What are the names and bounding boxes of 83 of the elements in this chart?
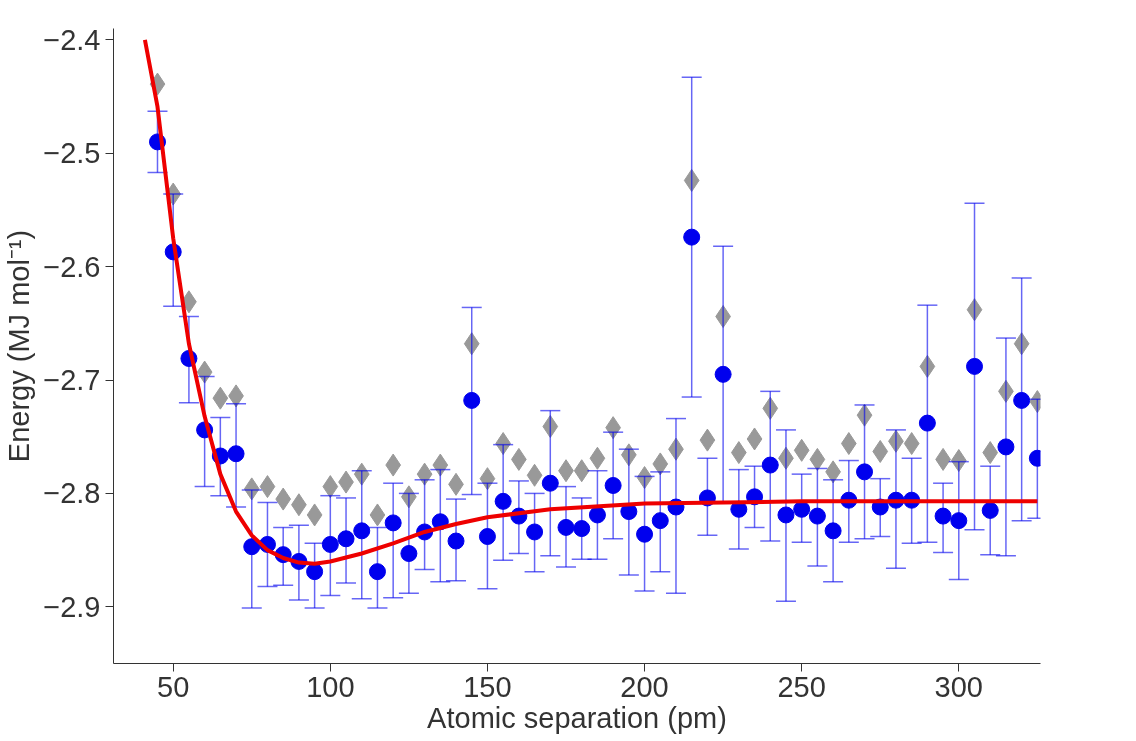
point (1013, 332, 1030, 356)
point (243, 477, 260, 501)
point (227, 445, 245, 463)
point (824, 522, 842, 540)
point (573, 520, 591, 538)
point (369, 503, 386, 527)
point (746, 427, 763, 451)
point (777, 506, 795, 524)
y-axis-title: Energy (MJ mol⁻¹) (3, 229, 36, 463)
point (589, 446, 606, 470)
point (997, 438, 1015, 456)
point (950, 449, 967, 473)
point (321, 535, 339, 553)
x-tick-label: 300 (934, 670, 983, 703)
point (243, 538, 261, 556)
point (872, 439, 889, 463)
y-tick-label: −2.4 (43, 23, 101, 56)
point (400, 545, 418, 562)
point (636, 466, 653, 490)
point (982, 441, 999, 465)
point (306, 503, 323, 527)
point (840, 432, 857, 456)
point (903, 432, 920, 456)
point (761, 456, 779, 474)
point (651, 512, 669, 530)
x-tick-label: 50 (157, 670, 190, 703)
point (526, 463, 543, 487)
point (808, 507, 826, 525)
point (463, 332, 480, 356)
point (636, 525, 654, 543)
point (762, 396, 779, 420)
point (494, 492, 512, 510)
point (432, 453, 449, 477)
point (809, 447, 826, 471)
point (934, 507, 952, 525)
point (322, 475, 339, 499)
point (478, 528, 496, 545)
point (966, 357, 984, 375)
point (463, 391, 481, 409)
x-tick-label: 200 (620, 670, 669, 703)
point (353, 522, 371, 540)
point (950, 512, 968, 530)
point (966, 298, 983, 322)
point (856, 403, 873, 427)
point (588, 506, 606, 524)
point (384, 514, 402, 532)
x-tick-label: 100 (306, 670, 355, 703)
point (683, 228, 701, 246)
y-tick-label: −2.8 (43, 477, 101, 510)
point (683, 168, 700, 192)
point (981, 501, 999, 519)
y-tick-label: −2.7 (43, 364, 101, 397)
y-tick-label: −2.9 (43, 590, 101, 623)
point (416, 462, 433, 486)
x-tick-label: 150 (463, 670, 512, 703)
point (699, 428, 716, 452)
point (918, 414, 936, 432)
point (856, 463, 874, 481)
point (573, 459, 590, 483)
point (919, 354, 936, 378)
point (196, 360, 213, 384)
y-tick-label: −2.6 (43, 250, 101, 283)
point (542, 415, 559, 439)
y-tick-label: −2.5 (43, 137, 101, 170)
point (337, 530, 355, 548)
point (479, 467, 496, 491)
point (259, 475, 276, 499)
point (306, 563, 324, 581)
point (212, 386, 229, 410)
point (541, 474, 559, 492)
point (557, 518, 575, 536)
point (353, 462, 370, 486)
point (652, 452, 669, 476)
point (447, 532, 465, 550)
x-tick-label: 250 (777, 670, 826, 703)
point (275, 487, 292, 511)
point (526, 523, 544, 541)
point (368, 563, 386, 581)
point (604, 476, 622, 494)
point (1013, 391, 1031, 409)
x-axis-title: Atomic separation (pm) (427, 701, 727, 734)
point (793, 438, 810, 462)
point (714, 365, 732, 383)
